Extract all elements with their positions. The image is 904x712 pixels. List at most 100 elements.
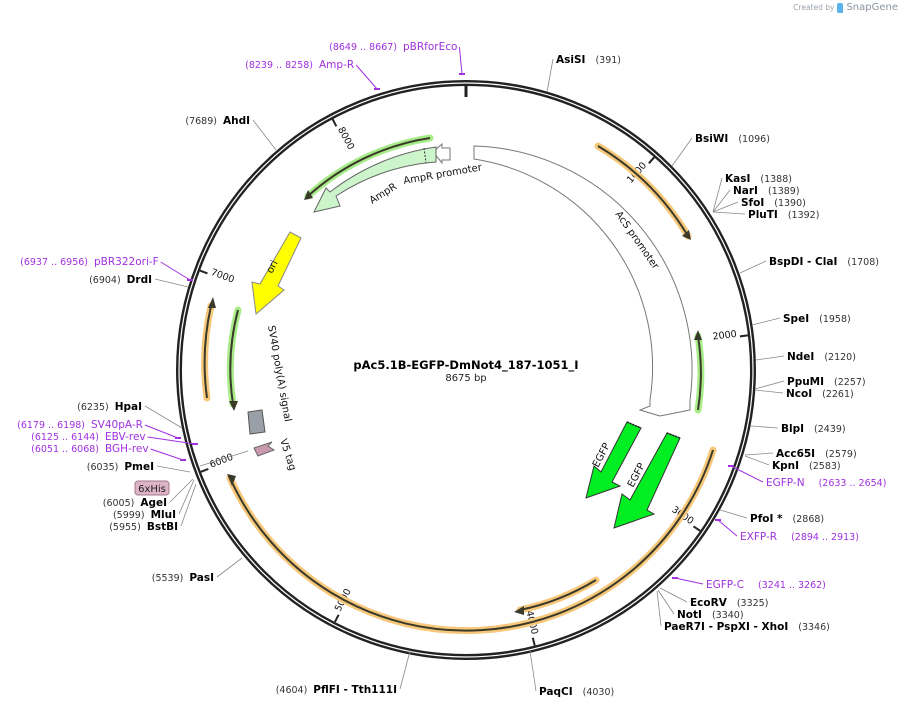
enzyme-name: NdeI — [787, 351, 814, 363]
enzyme-site[interactable]: PflFI - Tth111I (4604) — [276, 650, 411, 696]
primer-leader — [147, 436, 196, 445]
enzyme-position: (1958) — [819, 314, 851, 325]
enzyme-position: (5955) — [109, 522, 141, 533]
primer-leader — [730, 465, 764, 483]
enzyme-site[interactable]: DrdI (6904) — [89, 274, 189, 288]
enzyme-site[interactable]: AsiSI (391) — [546, 54, 621, 93]
leader-line — [751, 317, 781, 326]
orf-7-line — [307, 137, 431, 197]
enzyme-site[interactable]: BlpI (2439) — [750, 423, 846, 435]
enzyme-site[interactable]: HpaI (6235) — [77, 401, 183, 429]
enzyme-position: (2583) — [809, 461, 841, 472]
tick-label: 7000 — [209, 267, 236, 286]
primer-site[interactable]: EGFP-N (2633 .. 2654) — [728, 465, 886, 489]
tick-mark — [331, 118, 338, 127]
enzyme-name: PaqCI — [539, 686, 573, 698]
enzyme-name: BlpI — [781, 423, 804, 435]
enzyme-name: AhdI — [223, 115, 250, 127]
leader-line — [154, 278, 189, 288]
egfp-1-edge — [626, 421, 642, 429]
primer-site[interactable]: (6051 .. 6068) BGH-rev — [31, 443, 186, 461]
enzyme-site[interactable]: PasI (5539) — [152, 557, 243, 584]
enzyme-name: NotI — [677, 609, 702, 621]
orf-3-arrowhead-icon — [227, 474, 236, 486]
feature-ampr-promoter[interactable] — [432, 142, 451, 165]
feature-ampr[interactable] — [313, 146, 437, 213]
enzyme-position: (1389) — [768, 186, 800, 197]
enzyme-position: (6005) — [103, 498, 135, 509]
primer-range: (3241 .. 3262) — [758, 580, 826, 591]
feature-v5-tag[interactable] — [253, 441, 276, 457]
tick-mark — [199, 269, 208, 275]
leader-line — [744, 452, 774, 456]
leader-line — [739, 260, 767, 274]
enzyme-site[interactable]: NotI (3340) — [657, 589, 744, 621]
leader-line — [546, 58, 554, 93]
enzyme-site[interactable]: BsiWI (1096) — [671, 133, 770, 167]
enzyme-site[interactable]: PmeI (6035) — [87, 461, 191, 473]
leader-line — [156, 465, 191, 473]
enzyme-site[interactable]: BspDI - ClaI (1708) — [739, 256, 879, 274]
primer-name: EGFP-N — [766, 477, 805, 489]
primer-site[interactable]: (6179 .. 6198) SV40pA-R — [17, 419, 181, 439]
plasmid-length: 8675 bp — [445, 373, 486, 384]
leader-line — [180, 483, 197, 527]
enzyme-site[interactable]: EcoRV (3325) — [659, 587, 768, 609]
enzyme-site[interactable]: MluI (5999) — [113, 479, 195, 521]
enzyme-site[interactable]: NdeI (2120) — [755, 351, 856, 363]
primer-site[interactable]: EXFP-R (2894 .. 2913) — [715, 519, 859, 543]
feature-sv40-polya[interactable] — [247, 409, 266, 435]
primer-site[interactable]: (6937 .. 6956) pBR322ori-F — [20, 256, 193, 281]
leader-line — [712, 177, 723, 213]
leader-line — [657, 589, 675, 615]
leader-line — [754, 380, 785, 390]
enzyme-position: (391) — [595, 55, 621, 66]
primer-range: (6937 .. 6956) — [20, 257, 88, 268]
primer-name: Amp-R — [319, 59, 354, 71]
orf-5-arrowhead-icon — [208, 297, 216, 308]
primer-site[interactable]: (6125 .. 6144) EBV-rev — [31, 431, 198, 445]
enzyme-position: (2120) — [824, 352, 856, 363]
enzyme-site[interactable]: PaeR7I - PspXI - XhoI (3346) — [656, 590, 830, 633]
leader-line — [144, 405, 183, 429]
orf-7-arrowhead-icon — [304, 190, 313, 200]
enzyme-name: AgeI — [140, 497, 167, 509]
orf-1-arrowhead-icon — [682, 230, 691, 240]
enzyme-site[interactable]: PpuMI (2257) — [754, 376, 866, 390]
tick-mark — [334, 614, 340, 623]
enzyme-site[interactable]: KasI (1388) — [712, 173, 792, 213]
leader-line — [755, 355, 785, 361]
enzyme-site[interactable]: PfoI * (2868) — [719, 509, 824, 525]
enzyme-site[interactable]: KpnI (2583) — [744, 455, 841, 472]
feature-egfp-2[interactable] — [613, 432, 681, 529]
primer-name: pBRforEco — [403, 41, 457, 53]
enzyme-name: DrdI — [127, 274, 152, 286]
primer-name: EXFP-R — [740, 531, 777, 543]
primer-leader — [150, 448, 184, 461]
feature-6xhis[interactable]: 6xHis — [134, 480, 170, 496]
enzyme-site[interactable]: Acc65I (2579) — [744, 448, 857, 460]
primer-leader — [674, 577, 704, 585]
enzyme-name: NarI — [733, 185, 758, 197]
feature-ori[interactable] — [251, 231, 302, 315]
enzyme-site[interactable]: SpeI (1958) — [751, 313, 851, 326]
primer-site[interactable]: (8649 .. 8667) pBRforEco — [329, 41, 465, 75]
primer-site[interactable]: EGFP-C (3241 .. 3262) — [672, 577, 826, 591]
enzyme-position: (1388) — [760, 174, 792, 185]
feature-acs-promoter[interactable] — [473, 145, 693, 417]
orf-3-line — [229, 449, 714, 632]
tick-label: 2000 — [712, 329, 737, 343]
enzyme-site[interactable]: AgeI (6005) — [103, 478, 194, 509]
enzyme-site[interactable]: AhdI (7689) — [185, 115, 277, 151]
enzyme-site[interactable]: PluTI (1392) — [712, 209, 819, 221]
enzyme-site[interactable]: NarI (1389) — [712, 185, 800, 213]
leader-line — [712, 211, 746, 215]
enzyme-site[interactable]: NcoI (2261) — [754, 388, 854, 400]
primer-site[interactable]: (8239 .. 8258) Amp-R — [245, 59, 380, 90]
enzyme-site[interactable]: BstBI (5955) — [109, 483, 197, 533]
primer-name: BGH-rev — [105, 443, 149, 455]
enzyme-name: NcoI — [786, 388, 812, 400]
enzyme-site[interactable]: PaqCI (4030) — [529, 650, 614, 698]
enzyme-site[interactable]: SfoI (1390) — [712, 197, 806, 213]
feature-egfp-1[interactable] — [585, 421, 642, 499]
